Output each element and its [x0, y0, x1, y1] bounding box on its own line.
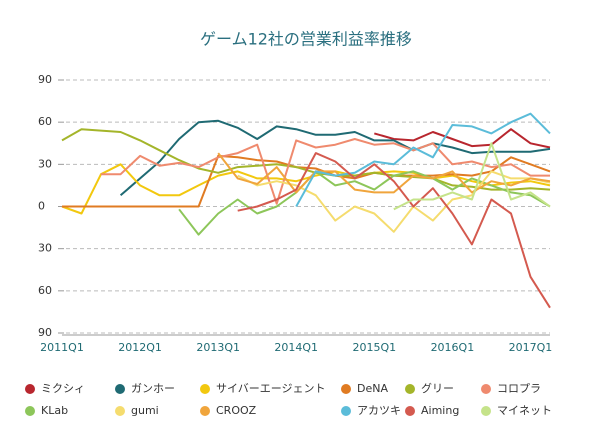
series-line	[101, 138, 550, 205]
series-line	[119, 119, 551, 197]
series-line	[393, 142, 551, 211]
x-tick-label: 2014Q1	[274, 341, 318, 354]
legend-marker	[405, 384, 415, 394]
legend-label: グリー	[421, 381, 454, 395]
series-line	[217, 152, 551, 194]
series-line	[295, 112, 551, 207]
y-tick-label: 0	[38, 200, 45, 213]
legend-label: サイバーエージェント	[216, 382, 326, 395]
series-line	[62, 154, 551, 208]
legend-label: CROOZ	[216, 404, 257, 417]
y-tick-label: 30	[38, 157, 52, 170]
legend-marker	[115, 406, 125, 416]
legend-marker	[25, 406, 35, 416]
legend-marker	[481, 384, 491, 394]
legend-label: DeNA	[357, 382, 388, 395]
legend-marker	[25, 384, 35, 394]
y-tick-label: 90	[38, 73, 52, 86]
legend-marker	[481, 406, 491, 416]
x-tick-label: 2012Q1	[118, 341, 162, 354]
legend-marker	[405, 406, 415, 416]
y-tick-label: 30	[38, 242, 52, 255]
y-tick-label: 60	[38, 284, 52, 297]
legend-label: Aiming	[421, 404, 459, 417]
y-tick-label: 90	[38, 326, 52, 339]
legend-marker	[341, 406, 351, 416]
legend-label: ガンホー	[131, 382, 175, 395]
x-tick-label: 2015Q1	[352, 341, 396, 354]
x-tick-label: 2011Q1	[40, 341, 84, 354]
legend-marker	[200, 406, 210, 416]
series-line	[374, 128, 551, 149]
x-tick-label: 2017Q1	[509, 341, 553, 354]
chart-title: ゲーム12社の営業利益率推移	[200, 30, 412, 49]
series-line	[178, 170, 551, 236]
x-tick-label: 2013Q1	[196, 341, 240, 354]
x-tick-label: 2016Q1	[431, 341, 475, 354]
legend-label: マイネット	[497, 404, 552, 417]
legend-label: コロプラ	[497, 382, 541, 395]
series-line	[237, 152, 551, 309]
legend-marker	[341, 384, 351, 394]
legend-label: KLab	[41, 404, 68, 417]
legend-label: gumi	[131, 404, 159, 417]
y-tick-label: 60	[38, 115, 52, 128]
legend-label: アカツキ	[357, 404, 401, 417]
legend-label: ミクシィ	[41, 382, 85, 395]
legend-marker	[115, 384, 125, 394]
legend-marker	[200, 384, 210, 394]
